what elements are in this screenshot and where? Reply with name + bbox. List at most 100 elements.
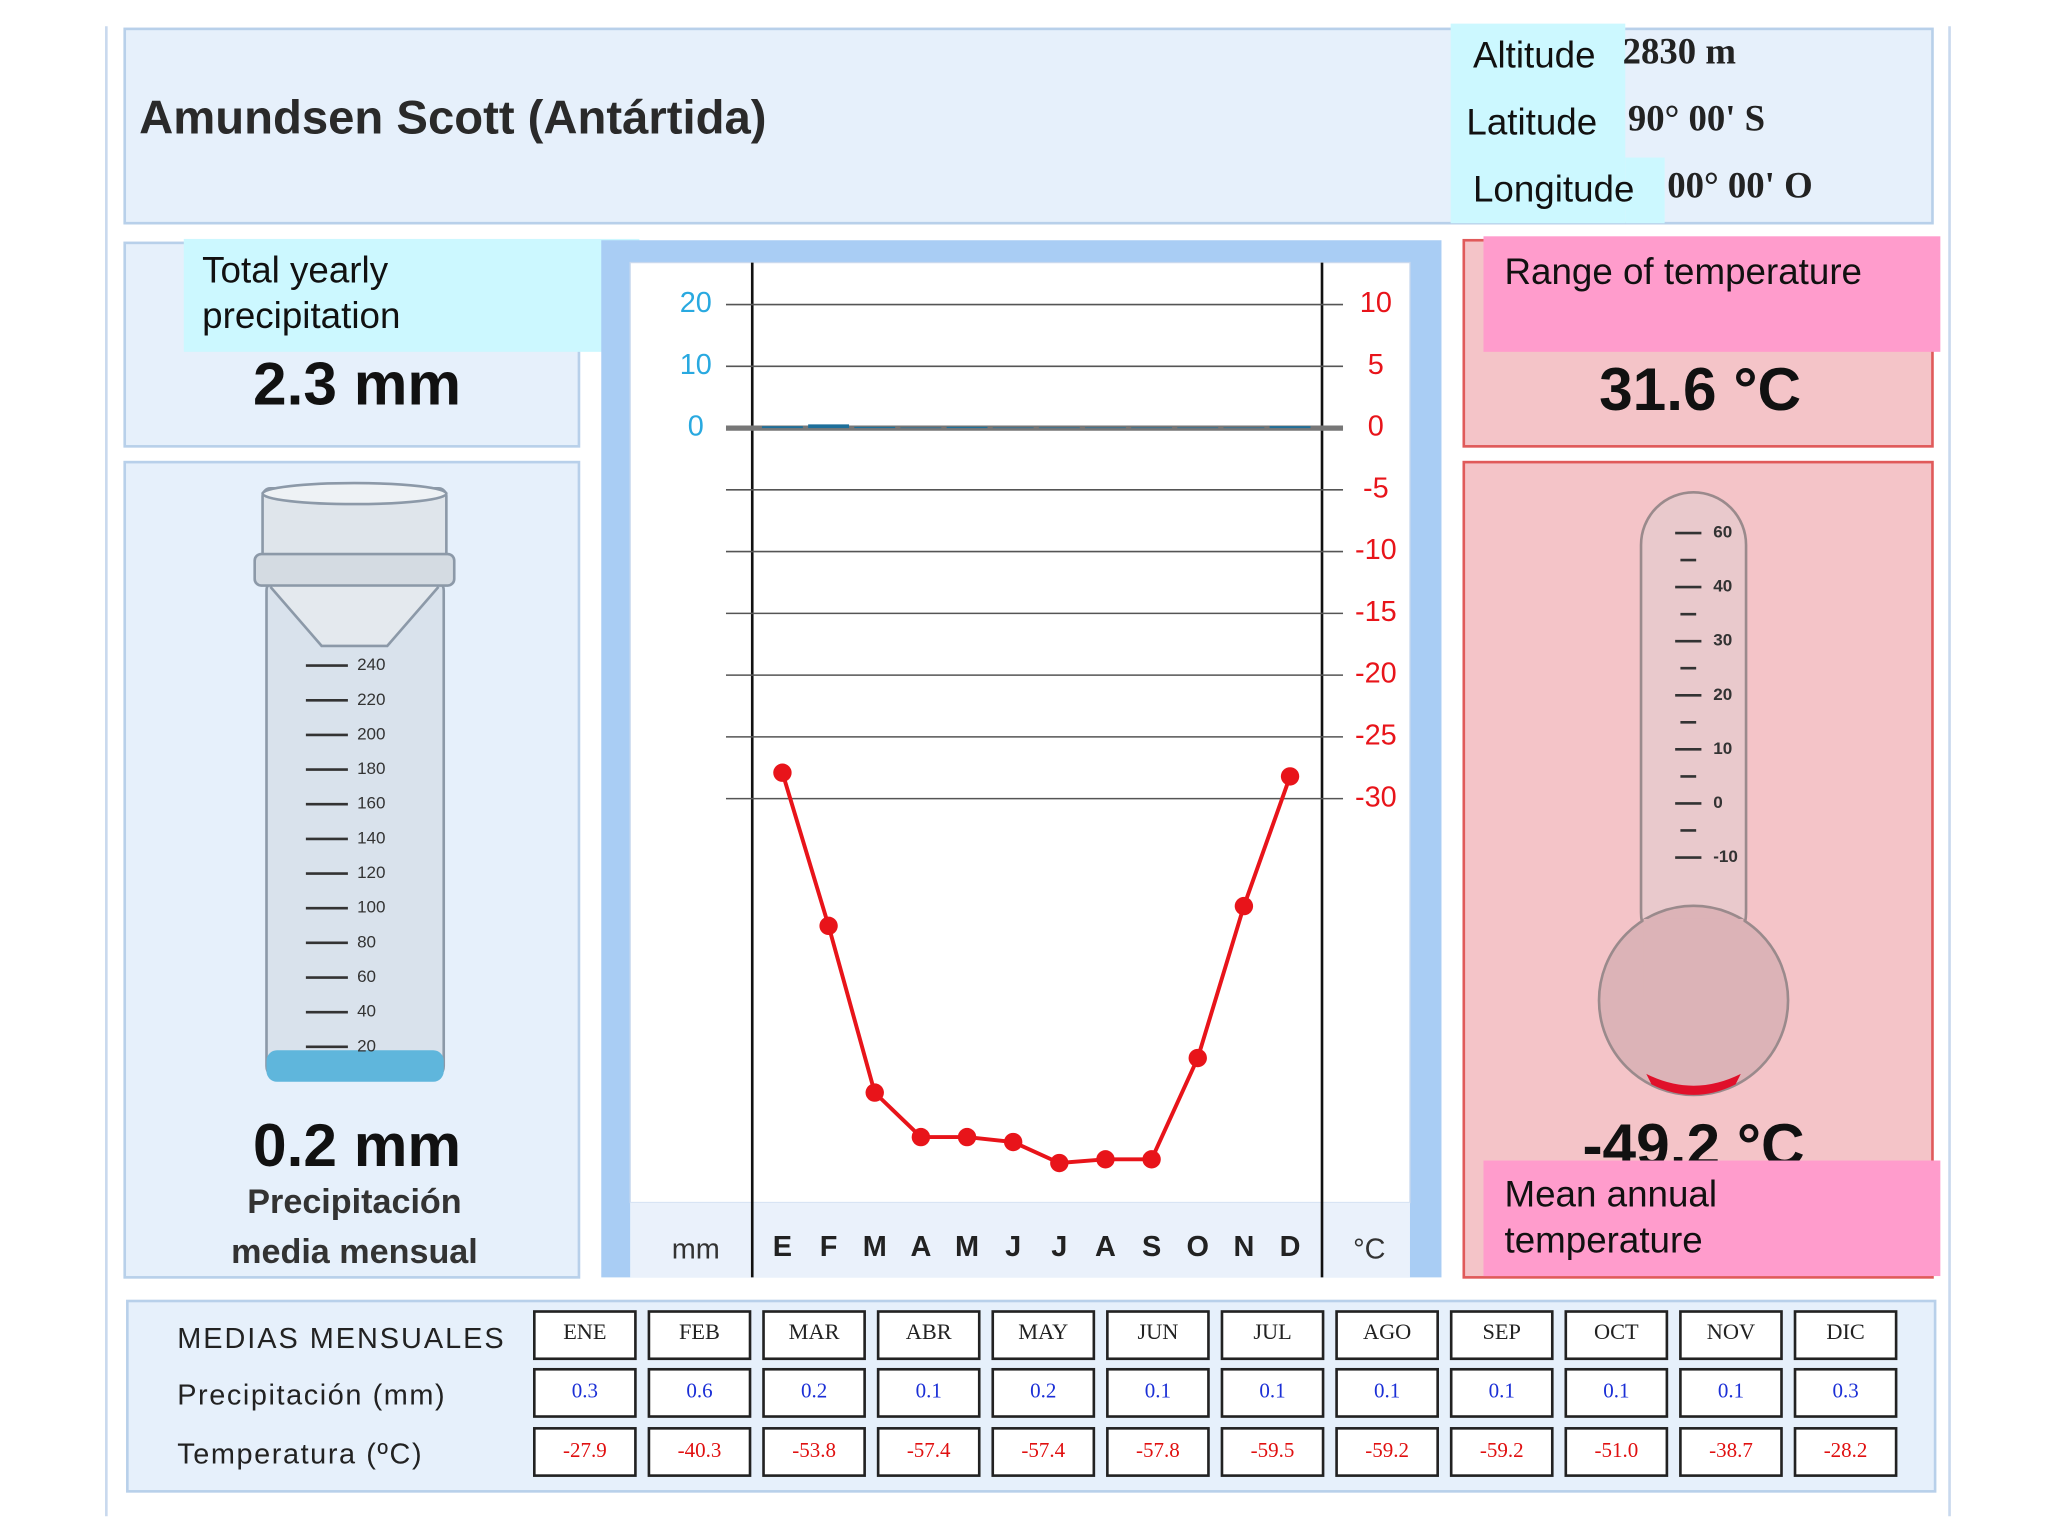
temp-point [1050, 1153, 1069, 1173]
y2-tick-label: -30 [1355, 781, 1397, 813]
month-header: MAY [1018, 1319, 1068, 1344]
range-label: Range of temperature [1504, 251, 1862, 292]
table-cell [1449, 1427, 1554, 1477]
label-highlight [1483, 1160, 1941, 1277]
table-cell [876, 1310, 981, 1361]
table-cell [1106, 1367, 1210, 1418]
precip-cell: 0.1 [916, 1379, 942, 1403]
table-cell [1449, 1310, 1554, 1361]
thermo-tick-label: -10 [1713, 847, 1738, 866]
field-value: 00° 00' O [1667, 164, 1812, 205]
table-cell [647, 1367, 752, 1418]
y2-tick-label: 5 [1368, 349, 1384, 381]
label-highlight [1625, 157, 1665, 224]
y2-tick-label: -15 [1355, 596, 1397, 628]
table-cell [533, 1367, 637, 1418]
table-cell [1335, 1310, 1439, 1361]
x-tick-label: M [955, 1231, 979, 1263]
precip-cell: 0.2 [801, 1379, 827, 1403]
temp-point [773, 763, 792, 782]
temp-cell: -51.0 [1594, 1438, 1638, 1462]
table-cell [1793, 1310, 1898, 1361]
temp-cell: -59.2 [1365, 1438, 1409, 1462]
y-axis-label: mm [672, 1234, 720, 1266]
x-tick-label: J [1005, 1231, 1021, 1263]
table-cell [647, 1427, 752, 1477]
gauge-tick-label: 20 [357, 1036, 376, 1055]
rain-gauge [253, 481, 456, 1082]
table-cell [1564, 1310, 1669, 1361]
temp-point [957, 1127, 977, 1147]
month-header: ENE [563, 1319, 606, 1344]
temp-cell: -59.2 [1480, 1438, 1524, 1462]
gauge-tick-label: 220 [357, 690, 385, 709]
y2-tick-label: -5 [1363, 472, 1389, 504]
total-precip-label-box: Total yearly precipitation [202, 249, 400, 336]
temp-cell: -28.2 [1824, 1438, 1868, 1462]
y2-tick-label: -10 [1355, 534, 1397, 566]
table-cell [1679, 1427, 1783, 1477]
mean-precip: 0.2 mm [253, 1111, 461, 1179]
temp-cell: -38.7 [1709, 1438, 1753, 1462]
gauge-tick-label: 100 [357, 898, 385, 917]
label-highlight [1483, 236, 1941, 352]
y-tick-label: 0 [688, 411, 704, 443]
gauge-tick-label: 200 [357, 724, 385, 743]
table-cell [991, 1427, 1096, 1477]
precip-bar [1038, 427, 1080, 429]
label-highlight [1450, 23, 1626, 224]
table-cell [1220, 1367, 1325, 1418]
thermo-tick-label: 20 [1713, 685, 1732, 704]
precip-cell: 0.2 [1030, 1379, 1056, 1403]
month-header: AGO [1363, 1319, 1411, 1344]
x-tick-label: M [863, 1231, 887, 1263]
table-cell [1564, 1427, 1669, 1477]
month-header: ABR [906, 1319, 952, 1344]
mean-precip-label: Precipitación media mensual [231, 1181, 478, 1271]
precip-bar [900, 427, 942, 429]
table-cell [1106, 1310, 1210, 1361]
temp-point [865, 1083, 884, 1102]
precip-cell: 0.1 [1718, 1379, 1744, 1403]
precip-cell: 0.3 [1832, 1379, 1858, 1403]
y2-tick-label: -20 [1355, 658, 1397, 690]
temp-line [780, 772, 1292, 1166]
table-title: MEDIAS MENSUALES [177, 1323, 505, 1355]
y2-tick-label: 0 [1368, 411, 1384, 443]
row-label: Temperatura (ºC) [177, 1439, 423, 1471]
temp-cell: -57.4 [1021, 1438, 1065, 1462]
y-tick-label: 10 [680, 349, 712, 381]
thermo-tick-label: 60 [1713, 523, 1732, 542]
table-cell [1335, 1427, 1439, 1477]
mean-temp-label-box: Mean annual temperature [1504, 1174, 1717, 1261]
table-cell [1793, 1367, 1898, 1418]
month-header: JUL [1253, 1319, 1291, 1344]
row-label: Precipitación (mm) [177, 1379, 446, 1411]
table-cell [1679, 1310, 1783, 1361]
gauge-tick-label: 60 [357, 967, 376, 986]
y-tick-label: 20 [680, 287, 712, 319]
gauge-tick-label: 180 [357, 759, 385, 778]
y2-tick-label: -25 [1355, 720, 1397, 752]
mean-precip-label-box: Precipitación media mensual [231, 1181, 478, 1271]
month-header: FEB [679, 1319, 720, 1344]
gauge-tick-label: 80 [357, 932, 376, 951]
month-header: SEP [1483, 1319, 1521, 1344]
table-cell [1564, 1367, 1669, 1418]
month-header: OCT [1594, 1319, 1639, 1344]
x-tick-label: E [773, 1231, 792, 1263]
month-header: JUN [1137, 1319, 1178, 1344]
precip-bar [1131, 427, 1173, 429]
x-tick-label: S [1142, 1231, 1161, 1263]
table-cell [991, 1310, 1096, 1361]
temp-point [1142, 1150, 1161, 1169]
table-cell [1679, 1367, 1783, 1418]
table-cell [991, 1367, 1096, 1418]
precip-cell: 0.1 [1489, 1379, 1515, 1403]
temp-cell: -57.8 [1136, 1438, 1180, 1462]
thermo-tick-label: 30 [1713, 631, 1732, 650]
field-label: Altitude [1473, 34, 1596, 75]
precip-cell: 0.6 [686, 1379, 712, 1403]
temp-cell: -59.5 [1251, 1438, 1295, 1462]
